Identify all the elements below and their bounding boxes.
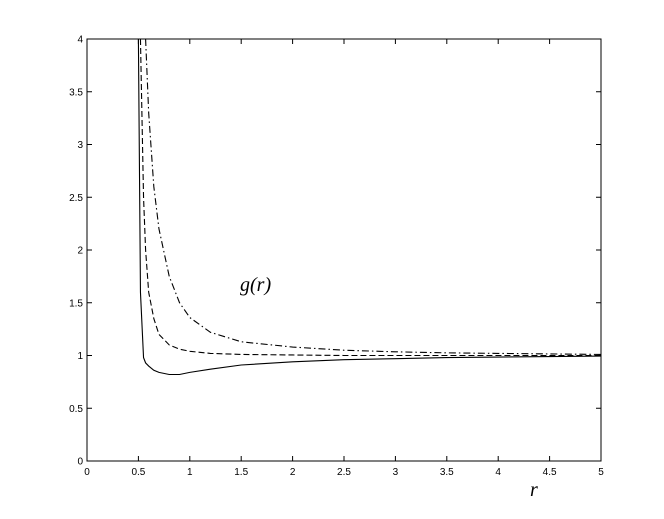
y-tick-label: 2 <box>77 246 83 257</box>
y-tick-label: 1.5 <box>69 298 83 309</box>
y-tick-label: 0.5 <box>69 404 83 415</box>
x-tick-label: 3 <box>393 467 399 478</box>
y-tick-label: 2.5 <box>69 193 83 204</box>
y-tick-label: 3 <box>77 140 83 151</box>
x-tick-label: 4.5 <box>543 467 557 478</box>
line-series <box>139 38 601 357</box>
x-tick-label: 4 <box>495 467 501 478</box>
y-tick-label: 4 <box>77 35 83 46</box>
x-tick-label: 0 <box>84 467 90 478</box>
line-series <box>137 38 602 376</box>
x-tick-label: 2.5 <box>337 467 351 478</box>
x-tick-label: 0.5 <box>131 467 145 478</box>
x-tick-label: 1 <box>187 467 193 478</box>
x-tick-label: 3.5 <box>440 467 454 478</box>
x-tick-label: 1.5 <box>234 467 248 478</box>
annotation: g(r) <box>240 274 271 296</box>
plot-frame <box>86 38 602 462</box>
x-axis-label: r <box>530 479 538 501</box>
x-tick-label: 2 <box>290 467 296 478</box>
line-series <box>145 38 602 355</box>
y-tick-label: 1 <box>77 351 83 362</box>
y-tick-label: 0 <box>77 457 83 468</box>
y-tick-label: 3.5 <box>69 87 83 98</box>
x-tick-label: 5 <box>598 467 604 478</box>
